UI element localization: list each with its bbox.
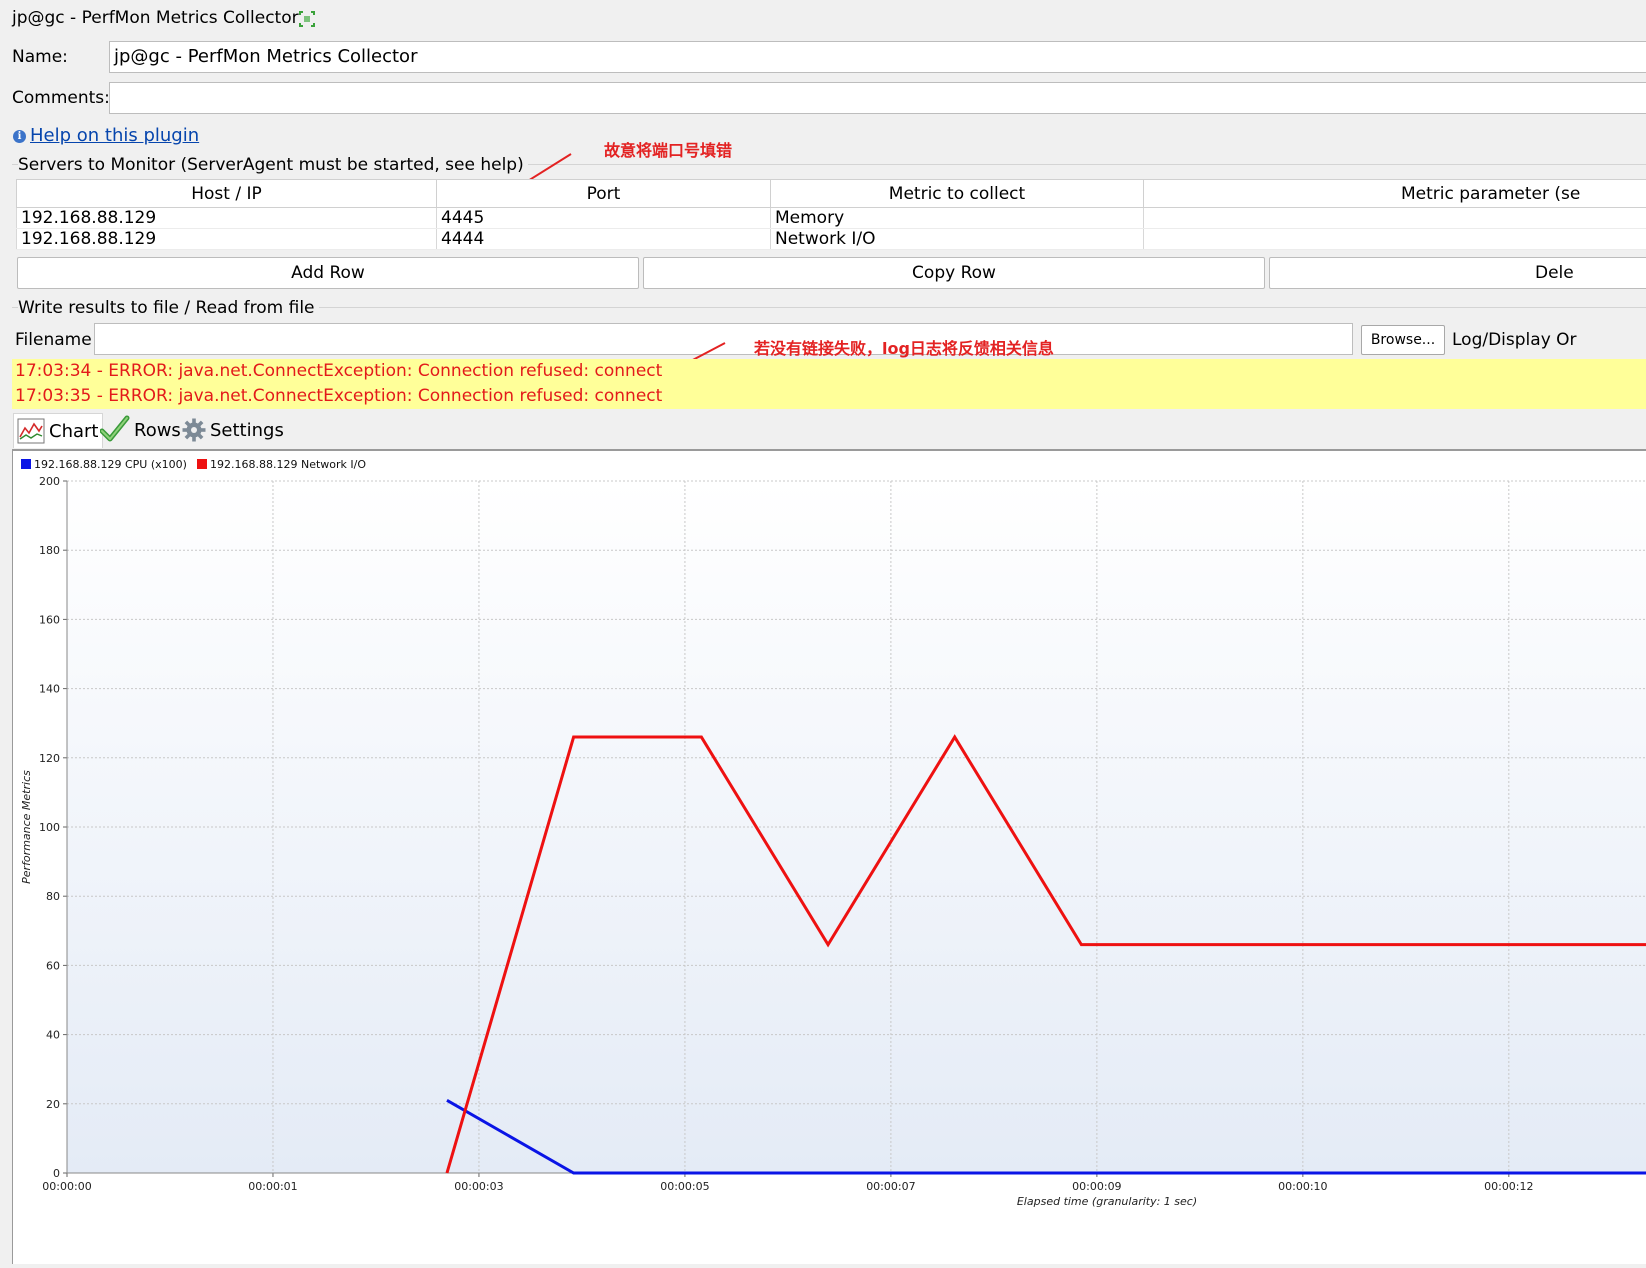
x-tick-label: 00:00:10 xyxy=(1278,1180,1327,1193)
cell-port[interactable]: 4444 xyxy=(437,229,771,250)
cell-metric-parameter[interactable] xyxy=(1144,229,1646,250)
x-tick-label: 00:00:01 xyxy=(248,1180,297,1193)
cell-metric-parameter[interactable] xyxy=(1144,208,1646,229)
window-title: jp@gc - PerfMon Metrics Collector xyxy=(12,8,299,28)
cell-metric[interactable]: Network I/O xyxy=(771,229,1144,250)
checkmark-icon xyxy=(100,415,130,445)
y-tick-label: 40 xyxy=(46,1029,60,1042)
servers-header-row: Host / IP Port Metric to collect Metric … xyxy=(17,180,1646,208)
x-tick-label: 00:00:00 xyxy=(42,1180,91,1193)
y-axis-label: Performance Metrics xyxy=(20,770,33,884)
log-annotation: 若没有链接失败，log日志将反馈相关信息 xyxy=(754,335,1054,359)
tab-chart[interactable]: Chart xyxy=(13,413,103,448)
comments-field[interactable] xyxy=(109,82,1646,114)
y-tick-label: 80 xyxy=(46,890,60,903)
log-line: 17:03:35 - ERROR: java.net.ConnectExcept… xyxy=(12,384,1646,409)
y-tick-label: 100 xyxy=(39,821,60,834)
copy-row-button[interactable]: Copy Row xyxy=(643,257,1265,289)
cell-host[interactable]: 192.168.88.129 xyxy=(17,208,437,229)
tab-rows-label: Rows xyxy=(134,420,181,441)
y-tick-label: 180 xyxy=(39,544,60,557)
chart-panel: 0 20 40 60 80 100 120 140 160 180 200 00:00:00 00:00… xyxy=(12,449,1646,1264)
legend-swatch xyxy=(197,459,207,469)
name-label: Name: xyxy=(12,47,68,67)
filename-label: Filename xyxy=(15,330,92,350)
y-tick-label: 200 xyxy=(39,475,60,488)
delete-row-button[interactable]: Dele xyxy=(1269,257,1646,289)
tab-rows[interactable]: Rows xyxy=(100,413,181,447)
log-line: 17:03:34 - ERROR: java.net.ConnectExcept… xyxy=(12,359,1646,384)
comments-label: Comments: xyxy=(12,88,110,108)
table-row[interactable]: 192.168.88.129 4444 Network I/O xyxy=(17,229,1646,250)
add-row-button[interactable]: Add Row xyxy=(17,257,639,289)
info-icon: i xyxy=(13,130,26,143)
x-tick-label: 00:00:05 xyxy=(660,1180,709,1193)
name-field[interactable]: jp@gc - PerfMon Metrics Collector xyxy=(109,41,1646,73)
cell-metric[interactable]: Memory xyxy=(771,208,1144,229)
y-tick-label: 140 xyxy=(39,683,60,696)
tab-settings-label: Settings xyxy=(210,420,284,441)
tab-chart-label: Chart xyxy=(49,421,98,442)
column-header-metric-parameter[interactable]: Metric parameter (se xyxy=(1144,180,1646,208)
y-tick-label: 120 xyxy=(39,752,60,765)
help-link[interactable]: Help on this plugin xyxy=(30,125,199,146)
performance-chart: 0 20 40 60 80 100 120 140 160 180 200 00:00:00 00:00… xyxy=(13,451,1646,1264)
port-annotation: 故意将端口号填错 xyxy=(604,137,732,161)
y-tick-label: 20 xyxy=(46,1098,60,1111)
x-tick-label: 00:00:07 xyxy=(866,1180,915,1193)
tab-settings[interactable]: Settings xyxy=(182,413,284,447)
cell-host[interactable]: 192.168.88.129 xyxy=(17,229,437,250)
x-tick-label: 00:00:12 xyxy=(1484,1180,1533,1193)
x-tick-label: 00:00:03 xyxy=(454,1180,503,1193)
column-header-metric[interactable]: Metric to collect xyxy=(771,180,1144,208)
y-tick-label: 0 xyxy=(53,1167,60,1180)
log-display-only-checkbox[interactable]: Log/Display Or xyxy=(1452,330,1577,350)
gear-icon xyxy=(182,418,206,442)
legend-label: 192.168.88.129 Network I/O xyxy=(210,458,366,471)
y-tick-label: 60 xyxy=(46,959,60,972)
cell-port[interactable]: 4445 xyxy=(437,208,771,229)
x-axis-label: Elapsed time (granularity: 1 sec) xyxy=(1017,1195,1197,1208)
browse-button[interactable]: Browse... xyxy=(1361,325,1445,355)
legend-label: 192.168.88.129 CPU (x100) xyxy=(34,458,187,471)
file-section-title: Write results to file / Read from file xyxy=(18,298,319,318)
expand-icon[interactable] xyxy=(298,10,316,28)
x-tick-label: 00:00:09 xyxy=(1072,1180,1121,1193)
column-header-port[interactable]: Port xyxy=(437,180,771,208)
log-area: 17:03:34 - ERROR: java.net.ConnectExcept… xyxy=(12,359,1646,409)
legend-swatch xyxy=(21,459,31,469)
y-tick-label: 160 xyxy=(39,613,60,626)
servers-section-title: Servers to Monitor (ServerAgent must be … xyxy=(18,155,528,175)
servers-table: Host / IP Port Metric to collect Metric … xyxy=(16,179,1646,250)
column-header-host[interactable]: Host / IP xyxy=(17,180,437,208)
chart-icon xyxy=(17,418,45,444)
table-row[interactable]: 192.168.88.129 4445 Memory xyxy=(17,208,1646,229)
chart-legend: 192.168.88.129 CPU (x100) 192.168.88.129 … xyxy=(21,458,366,471)
